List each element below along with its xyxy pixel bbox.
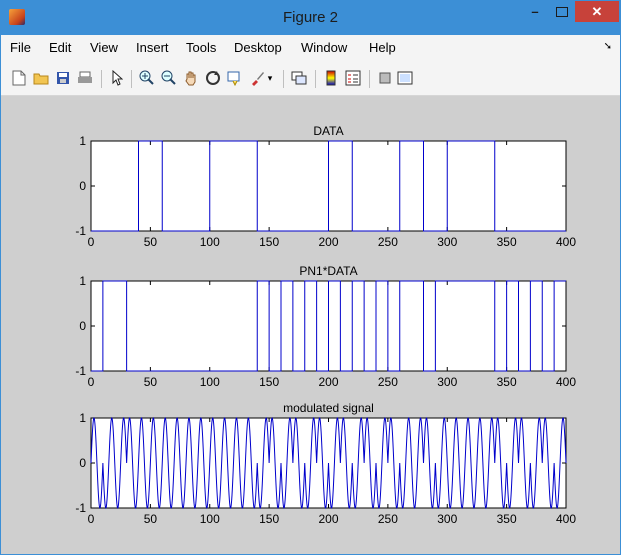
brush-icon[interactable] <box>249 70 265 86</box>
x-tick-label: 100 <box>200 235 220 249</box>
hide-plot-tools-icon[interactable] <box>377 70 393 86</box>
y-tick-label: 1 <box>79 411 86 425</box>
chart-title: PN1*DATA <box>299 264 357 278</box>
x-tick-label: 100 <box>200 512 220 526</box>
menu-window[interactable]: Window <box>301 40 348 55</box>
menu-view[interactable]: View <box>90 40 118 55</box>
pan-icon[interactable] <box>183 70 199 86</box>
x-tick-label: 250 <box>378 235 398 249</box>
x-tick-label: 50 <box>144 512 158 526</box>
x-tick-label: 200 <box>318 512 338 526</box>
y-tick-label: 1 <box>79 274 86 288</box>
x-tick-label: 0 <box>88 235 95 249</box>
y-tick-label: -1 <box>75 224 86 238</box>
x-tick-label: 150 <box>259 235 279 249</box>
toolbar-separator <box>283 70 284 88</box>
show-plot-tools-icon[interactable] <box>397 70 413 86</box>
x-tick-label: 400 <box>556 235 576 249</box>
y-tick-label: -1 <box>75 501 86 515</box>
y-tick-label: 1 <box>79 134 86 148</box>
x-tick-label: 400 <box>556 375 576 389</box>
save-icon[interactable] <box>55 70 71 86</box>
chart-title: modulated signal <box>283 401 374 415</box>
matlab-logo-icon <box>9 9 25 25</box>
series-line <box>91 140 566 232</box>
x-tick-label: 250 <box>378 375 398 389</box>
maximize-button[interactable] <box>549 1 575 22</box>
x-tick-label: 150 <box>259 375 279 389</box>
x-tick-label: 100 <box>200 375 220 389</box>
menu-file[interactable]: File <box>10 40 31 55</box>
menu-insert[interactable]: Insert <box>136 40 169 55</box>
menu-tools[interactable]: Tools <box>186 40 217 55</box>
figure-toolbar: ▾ <box>1 61 620 96</box>
new-figure-icon[interactable] <box>11 70 27 86</box>
x-tick-label: 250 <box>378 512 398 526</box>
toolbar-separator <box>101 70 102 88</box>
minimize-button[interactable]: – <box>531 4 539 19</box>
y-tick-label: -1 <box>75 364 86 378</box>
maximize-icon <box>556 7 568 17</box>
x-tick-label: 350 <box>497 375 517 389</box>
x-tick-label: 0 <box>88 512 95 526</box>
toolbar-separator <box>131 70 132 88</box>
menu-bar: File Edit View Insert Tools Desktop Wind… <box>1 35 620 61</box>
x-tick-label: 300 <box>437 235 457 249</box>
x-tick-label: 350 <box>497 235 517 249</box>
rotate-icon[interactable] <box>205 70 221 86</box>
x-tick-label: 400 <box>556 512 576 526</box>
colorbar-icon[interactable] <box>323 70 339 86</box>
window-title: Figure 2 <box>282 9 339 26</box>
x-tick-label: 150 <box>259 512 279 526</box>
zoom-out-icon[interactable] <box>161 70 177 86</box>
x-tick-label: 50 <box>144 235 158 249</box>
x-tick-label: 200 <box>318 235 338 249</box>
print-icon[interactable] <box>77 70 93 86</box>
figure-canvas: DATA 0 50 100 150 200 250 300 350 400 1 0 -1 PN1*DATA… <box>1 96 620 554</box>
x-tick-label: 50 <box>144 375 158 389</box>
x-tick-label: 300 <box>437 375 457 389</box>
data-cursor-icon[interactable] <box>227 70 243 86</box>
y-tick-label: 0 <box>79 319 86 333</box>
open-icon[interactable] <box>33 70 49 86</box>
x-tick-label: 350 <box>497 512 517 526</box>
select-arrow-icon[interactable] <box>109 70 125 86</box>
menu-edit[interactable]: Edit <box>49 40 72 55</box>
title-bar[interactable]: Figure 2 – ✕ <box>1 1 620 35</box>
toolbar-separator <box>315 70 316 88</box>
menu-desktop[interactable]: Desktop <box>234 40 282 55</box>
link-plot-icon[interactable] <box>291 70 307 86</box>
series-line <box>90 416 567 510</box>
chart-title: DATA <box>313 124 343 138</box>
menu-dock-arrow-icon[interactable]: ➘ <box>603 41 612 52</box>
x-tick-label: 300 <box>437 512 457 526</box>
series-line <box>91 280 566 372</box>
x-tick-label: 0 <box>88 375 95 389</box>
close-button[interactable]: ✕ <box>575 1 619 22</box>
legend-icon[interactable] <box>345 70 361 86</box>
toolbar-separator <box>369 70 370 88</box>
zoom-in-icon[interactable] <box>139 70 155 86</box>
y-tick-label: 0 <box>79 179 86 193</box>
x-tick-label: 200 <box>318 375 338 389</box>
brush-dropdown-icon[interactable]: ▾ <box>267 73 273 83</box>
menu-help[interactable]: Help <box>369 40 396 55</box>
y-tick-label: 0 <box>79 456 86 470</box>
